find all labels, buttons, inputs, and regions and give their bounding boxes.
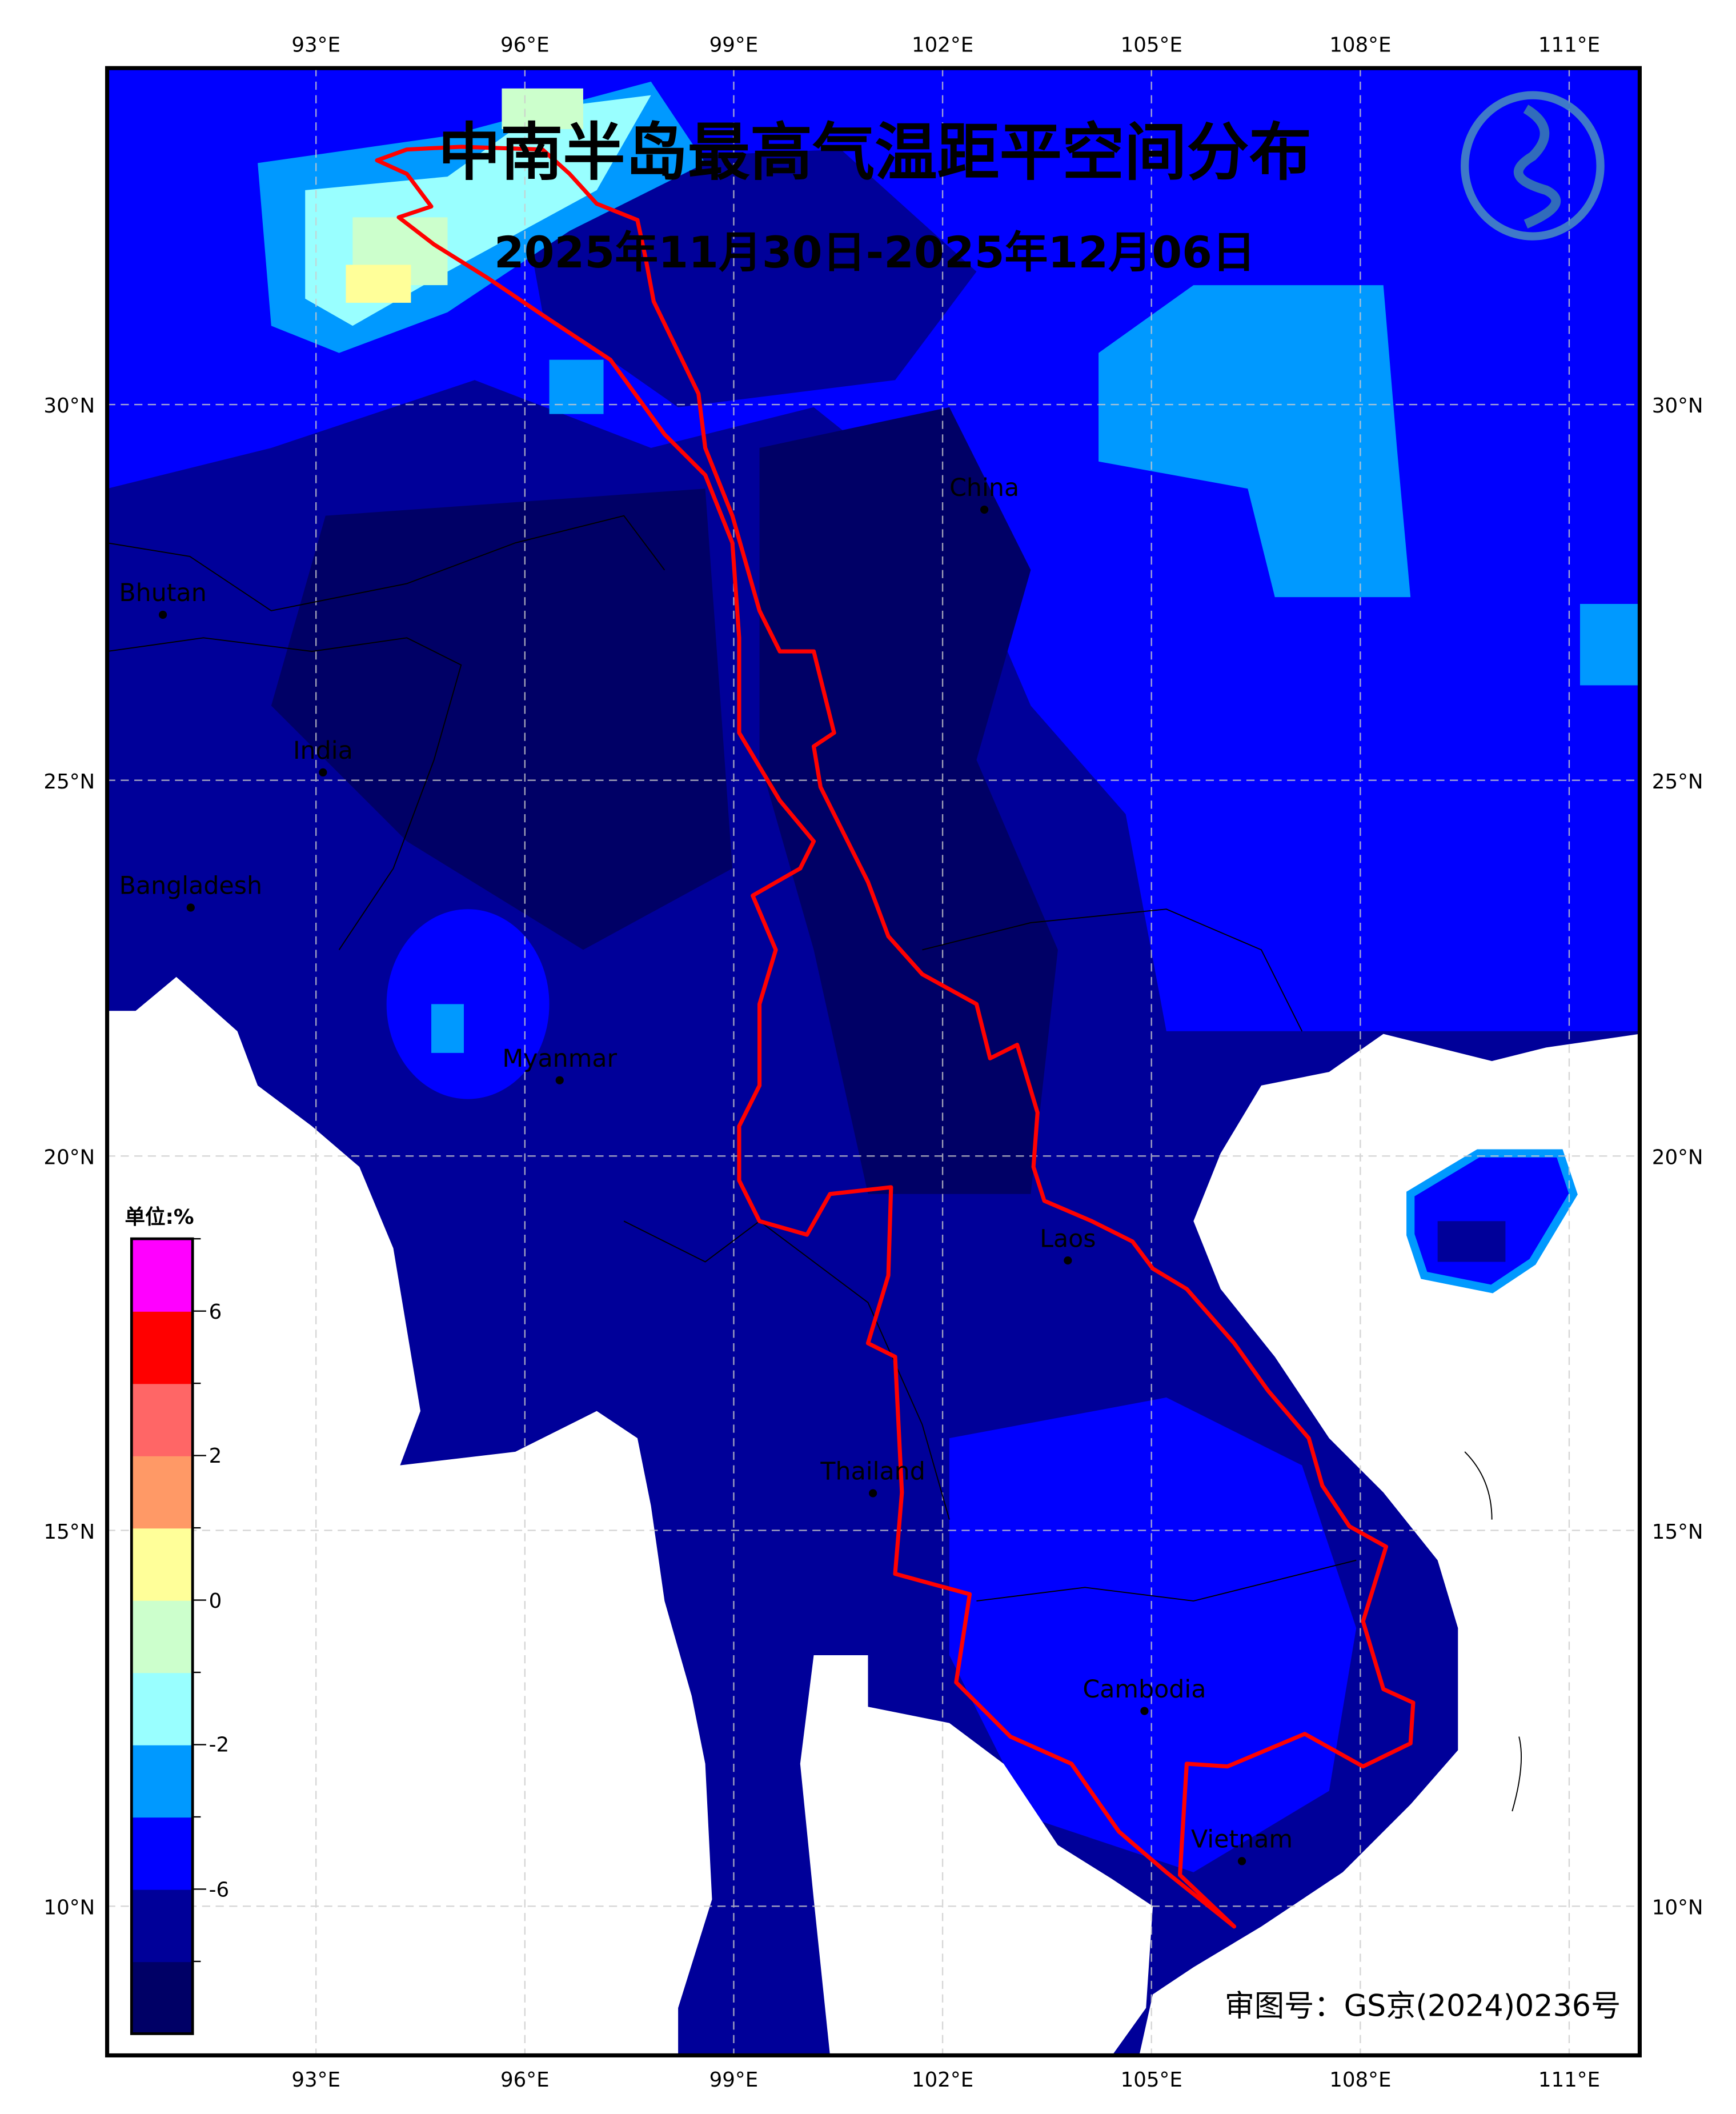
anomaly-region (1437, 1221, 1506, 1262)
dragon-emblem-icon (1461, 91, 1605, 241)
place-label: Bhutan (119, 579, 206, 607)
map-title: 中南半岛最高气温距平空间分布 (438, 116, 1312, 189)
south-china-sea (1139, 1034, 1640, 2056)
place-marker (980, 505, 989, 514)
lat-ticks-left: 30°N 25°N 20°N 15°N 10°N (43, 394, 95, 1919)
lat-tick-label: 15°N (1652, 1520, 1703, 1544)
bay-of-bengal (107, 976, 712, 2056)
colorbar-segment (131, 1816, 193, 1890)
anomaly-region (549, 359, 604, 414)
lon-ticks-top: 93°E 96°E 99°E 102°E 105°E 108°E 111°E (291, 34, 1600, 57)
colorbar-tick-label: -2 (209, 1733, 230, 1757)
anomaly-region (759, 407, 1058, 1194)
lon-tick-label: 99°E (709, 2068, 759, 2092)
place-marker (158, 610, 167, 619)
country-borders (107, 515, 1522, 1812)
place-marker (186, 903, 195, 912)
place-label: Cambodia (1083, 1675, 1206, 1704)
anomaly-region (386, 909, 550, 1099)
colorbar (131, 1238, 206, 2035)
anomaly-region (431, 1004, 464, 1053)
graticule (107, 68, 1640, 2056)
place-label: Laos (1040, 1224, 1096, 1253)
colorbar-segment (131, 1961, 193, 2035)
lon-tick-label: 111°E (1538, 34, 1600, 57)
lon-tick-label: 93°E (291, 34, 340, 57)
lon-tick-label: 102°E (912, 34, 973, 57)
anomaly-region (346, 265, 411, 303)
colorbar-unit-label: 单位:% (125, 1206, 194, 1229)
lon-tick-label: 102°E (912, 2068, 973, 2092)
lon-tick-label: 111°E (1538, 2068, 1600, 2092)
colorbar-segment (131, 1528, 193, 1601)
map-subtitle: 2025年11月30日-2025年12月06日 (494, 227, 1256, 278)
colorbar-segment (131, 1239, 193, 1312)
lon-tick-label: 96°E (500, 34, 550, 57)
lon-tick-label: 99°E (709, 34, 759, 57)
anomaly-region (1098, 285, 1411, 598)
colorbar-segment (131, 1311, 193, 1384)
place-marker (1140, 1707, 1149, 1715)
lat-tick-label: 30°N (43, 394, 95, 418)
lon-tick-label: 105°E (1121, 34, 1182, 57)
colorbar-tick-label: 6 (209, 1300, 222, 1324)
colorbar-segment (131, 1455, 193, 1529)
anomaly-region (1579, 604, 1640, 686)
place-marker (1237, 1857, 1246, 1865)
lat-tick-label: 20°N (43, 1146, 95, 1170)
lat-tick-label: 10°N (1652, 1896, 1703, 1920)
lat-ticks-right: 30°N 25°N 20°N 15°N 10°N (1652, 394, 1703, 1919)
place-marker (555, 1076, 564, 1084)
lat-tick-label: 10°N (43, 1896, 95, 1920)
anomaly-region (502, 88, 583, 130)
place-label: China (949, 474, 1019, 502)
place-labels: China Bhutan India Bangladesh Myanmar Laos Tha… (119, 474, 1293, 1865)
place-label: Myanmar (502, 1044, 617, 1073)
lat-tick-label: 20°N (1652, 1146, 1703, 1170)
colorbar-segment (131, 1383, 193, 1456)
lon-tick-label: 105°E (1121, 2068, 1182, 2092)
lon-tick-label: 93°E (291, 2068, 340, 2092)
colorbar-tick-label: 0 (209, 1589, 222, 1613)
gulf-of-thailand (800, 1655, 1153, 2056)
place-marker (319, 768, 327, 777)
map-review-number: 审图号：GS京(2024)0236号 (1225, 1989, 1621, 2024)
lat-tick-label: 25°N (1652, 770, 1703, 794)
lon-tick-label: 96°E (500, 2068, 550, 2092)
colorbar-tick-label: -6 (209, 1879, 230, 1902)
colorbar-segment (131, 1672, 193, 1745)
colorbar-tick-label: 2 (209, 1444, 222, 1468)
lon-ticks-bottom: 93°E 96°E 99°E 102°E 105°E 108°E 111°E (291, 2068, 1600, 2092)
colorbar-segment (131, 1889, 193, 1963)
colorbar-segment (131, 1600, 193, 1673)
anomaly-region (271, 489, 733, 950)
lat-tick-label: 25°N (43, 770, 95, 794)
map-frame (105, 66, 1642, 2057)
place-marker (869, 1489, 877, 1498)
lat-tick-label: 15°N (43, 1520, 95, 1544)
lon-tick-label: 108°E (1329, 2068, 1391, 2092)
place-label: Vietnam (1191, 1825, 1293, 1854)
lon-tick-label: 108°E (1329, 34, 1391, 57)
place-label: Bangladesh (119, 872, 262, 900)
colorbar-frame (130, 1237, 194, 2035)
place-marker (1064, 1256, 1072, 1265)
map-area (107, 68, 1640, 2056)
place-label: India (293, 736, 353, 765)
lat-tick-label: 30°N (1652, 394, 1703, 418)
mekong-basin-boundary (375, 145, 1416, 1929)
colorbar-segment (131, 1744, 193, 1818)
anomaly-region (515, 149, 977, 407)
place-label: Thailand (820, 1458, 925, 1486)
